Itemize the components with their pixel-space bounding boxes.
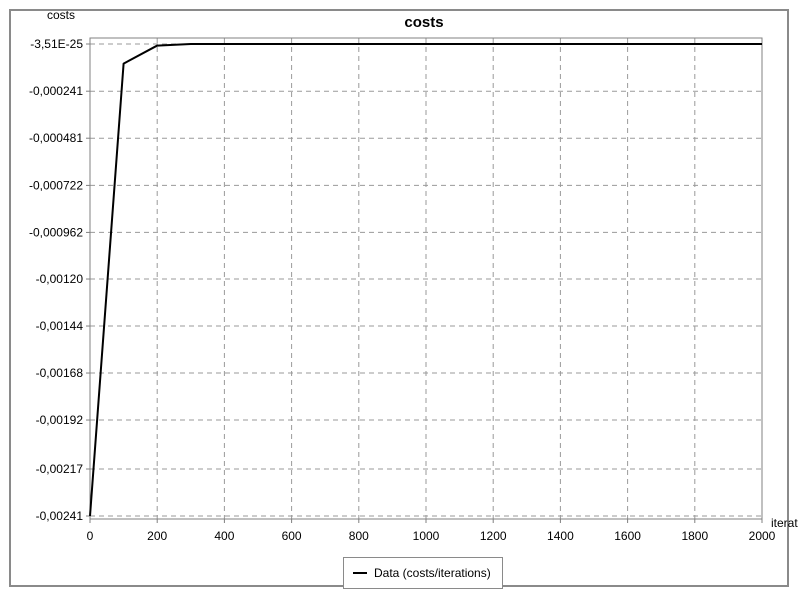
y-tick-label: -0,000481 — [29, 131, 83, 145]
x-tick-label: 2000 — [749, 529, 776, 543]
x-tick-label: 1800 — [681, 529, 708, 543]
x-tick-label: 0 — [87, 529, 94, 543]
y-tick-label: -0,00217 — [36, 462, 84, 476]
y-tick-label: -0,000241 — [29, 84, 83, 98]
chart-title: costs — [404, 14, 443, 31]
x-tick-label: 1000 — [413, 529, 440, 543]
series-line — [89, 43, 762, 517]
x-tick-label: 200 — [147, 529, 167, 543]
legend-swatch — [353, 572, 367, 574]
y-axis-label: costs — [47, 8, 75, 22]
y-tick-label: -0,000722 — [29, 178, 83, 192]
y-tick-label: -0,00241 — [36, 509, 84, 523]
x-tick-label: 1200 — [480, 529, 507, 543]
y-tick-label: -3,51E-25 — [30, 37, 83, 51]
x-axis-label: iterat — [771, 516, 798, 530]
series-layer — [89, 43, 762, 517]
y-tick-label: -0,00120 — [36, 272, 84, 286]
y-tick-label: -0,00144 — [36, 319, 84, 333]
axis-ticks: 0 200 400 600 800 1000 1200 1400 1600 1800 2000 -3,… — [29, 37, 776, 543]
legend-label: Data (costs/iterations) — [374, 566, 491, 580]
legend: Data (costs/iterations) — [343, 557, 503, 589]
grid — [89, 38, 763, 519]
chart-frame — [9, 9, 789, 587]
x-tick-label: 1600 — [614, 529, 641, 543]
y-tick-label: -0,000962 — [29, 225, 83, 239]
y-tick-label: -0,00192 — [36, 413, 84, 427]
y-tick-label: -0,00168 — [36, 366, 84, 380]
x-tick-label: 1400 — [547, 529, 574, 543]
x-tick-label: 400 — [214, 529, 234, 543]
x-tick-label: 600 — [282, 529, 302, 543]
x-tick-label: 800 — [349, 529, 369, 543]
